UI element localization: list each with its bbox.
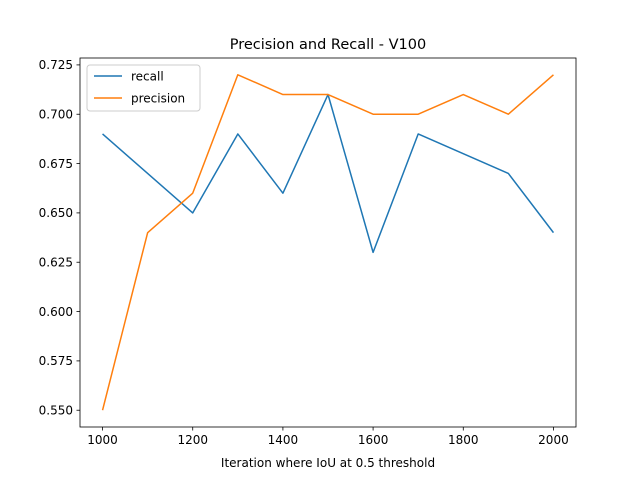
legend-label-precision: precision bbox=[131, 92, 185, 106]
x-tick-label: 2000 bbox=[538, 433, 569, 447]
x-tick-label: 1800 bbox=[448, 433, 479, 447]
legend: recall precision bbox=[86, 64, 201, 112]
x-tick-label: 1400 bbox=[268, 433, 299, 447]
x-axis-label: Iteration where IoU at 0.5 threshold bbox=[221, 456, 435, 470]
y-axis-ticks: 0.550 0.575 0.600 0.625 0.650 0.675 0.700 0.725 bbox=[39, 58, 80, 417]
series-layer bbox=[101, 74, 555, 411]
y-tick-label: 0.675 bbox=[39, 157, 73, 171]
x-tick-label: 1600 bbox=[358, 433, 389, 447]
x-axis-ticks: 1000 1200 1400 1600 1800 2000 bbox=[87, 427, 569, 447]
y-tick-label: 0.725 bbox=[39, 58, 73, 72]
x-tick-label: 1200 bbox=[177, 433, 208, 447]
y-tick-label: 0.575 bbox=[39, 354, 73, 368]
y-tick-label: 0.700 bbox=[39, 107, 73, 121]
series-line-precision bbox=[101, 74, 554, 411]
axes-frame bbox=[79, 57, 577, 428]
legend-label-recall: recall bbox=[131, 70, 164, 84]
y-tick-label: 0.600 bbox=[39, 305, 73, 319]
y-tick-label: 0.550 bbox=[39, 403, 73, 417]
y-tick-label: 0.625 bbox=[39, 255, 73, 269]
chart-title: Precision and Recall - V100 bbox=[230, 37, 427, 53]
x-tick-label: 1000 bbox=[87, 433, 118, 447]
plot-area: 1000 1200 1400 1600 1800 2000 0.550 0.575 0.600… bbox=[39, 57, 577, 447]
y-tick-label: 0.650 bbox=[39, 206, 73, 220]
axis-frame bbox=[79, 57, 577, 428]
